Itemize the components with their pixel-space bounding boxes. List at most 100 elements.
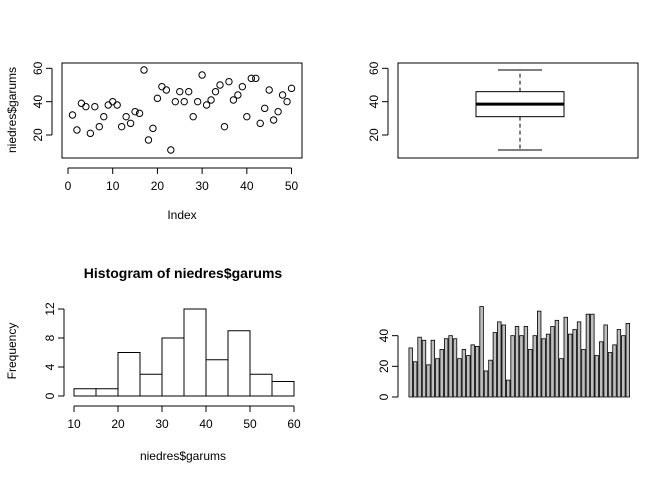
barplot-bar (514, 326, 520, 398)
barplot-bar (506, 379, 511, 398)
barplot-bar (563, 316, 568, 398)
histogram-bar (271, 381, 295, 397)
barplot-bar (430, 339, 436, 398)
barplot-y-tick-label: 20 (377, 359, 391, 373)
barplot-bars (408, 306, 630, 398)
histogram-x-tick-label: 20 (111, 417, 125, 431)
barplot-bar (421, 339, 427, 398)
barplot-bar (408, 347, 413, 398)
scatter-point (225, 77, 233, 86)
barplot-bar (528, 349, 533, 398)
barplot-y-tick-label: 40 (377, 329, 391, 343)
scatter-point (247, 74, 255, 83)
scatter-point (261, 104, 269, 113)
scatter-point (171, 97, 179, 106)
barplot-bar (435, 358, 440, 398)
barplot-y-tick-label: 0 (377, 393, 391, 400)
barplot-bar (443, 338, 449, 398)
barplot-bar (625, 322, 630, 398)
barplot-bar (568, 333, 573, 398)
barplot-bar (452, 338, 458, 398)
barplot-bar (603, 324, 608, 398)
scatter-x-tick-label: 20 (151, 179, 165, 193)
histogram-bar (183, 308, 207, 397)
barplot-bar (470, 344, 475, 398)
scatter-point (211, 87, 220, 96)
boxplot-y-tick-label: 20 (367, 128, 381, 142)
scatter-point (287, 84, 296, 93)
barplot-bar (461, 349, 467, 398)
barplot-bar (497, 321, 502, 398)
histogram-title: Histogram of niedres$garums (84, 265, 283, 281)
barplot-bar (581, 349, 586, 398)
scatter-point (243, 112, 251, 121)
scatter-point (149, 124, 157, 133)
barplot-bar (510, 335, 515, 398)
scatter-y-tick-label: 60 (31, 61, 45, 75)
histogram-bar (161, 337, 185, 397)
barplot-bar (439, 349, 444, 398)
histogram-y-tick-label: 4 (43, 363, 57, 370)
histogram-y-axis: 0 4 8 12 (43, 302, 65, 399)
barplot-bar (585, 313, 591, 398)
barplot-bar (616, 329, 622, 398)
scatter-point (73, 126, 81, 134)
scatter-point (104, 101, 112, 109)
barplot-bar (612, 344, 617, 398)
barplot-bar (545, 333, 551, 398)
histogram-bar (117, 352, 141, 397)
scatter-point (162, 86, 171, 94)
scatter-point (158, 82, 166, 91)
scatter-point (113, 101, 121, 109)
scatter-point (126, 119, 135, 128)
boxplot-y-tick-label: 40 (367, 95, 381, 109)
barplot-bar (576, 321, 582, 398)
histogram-y-tick-label: 12 (43, 302, 57, 316)
scatter-point (220, 122, 229, 131)
scatter-point (153, 94, 162, 103)
histogram-x-tick-label: 60 (287, 417, 301, 431)
scatter-point (140, 66, 148, 74)
histogram-x-tick-label: 40 (199, 417, 213, 431)
scatter-y-label: niedres$garums (5, 67, 19, 153)
histogram-bar (139, 373, 163, 397)
scatter-point (117, 122, 126, 131)
boxplot-frame (397, 62, 639, 159)
barplot-bar (466, 355, 471, 398)
histogram-x-tick-label: 50 (243, 417, 257, 431)
barplot-bar (417, 336, 422, 398)
histogram-x-label: niedres$garums (140, 449, 226, 463)
scatter-point (216, 81, 224, 89)
barplot-bar (599, 341, 604, 398)
boxplot-body (475, 69, 565, 151)
scatter-point (109, 97, 117, 106)
scatter-point (144, 136, 153, 144)
barplot-bar (412, 361, 418, 398)
scatter-x-tick-label: 40 (240, 179, 254, 193)
scatter-point (269, 116, 278, 124)
scatter-point (202, 101, 211, 109)
scatter-point (238, 82, 247, 91)
barplot-bar (621, 335, 626, 398)
scatter-y-axis: 20 40 60 (31, 61, 53, 142)
histogram-bar (227, 330, 251, 397)
scatter-x-label: Index (167, 208, 196, 222)
barplot-bar (607, 352, 613, 398)
barplot-bar (448, 335, 453, 398)
histogram-bar (73, 388, 97, 397)
scatter-point (283, 97, 291, 106)
scatter-y-tick-label: 40 (31, 95, 45, 109)
barplot-bar (426, 364, 431, 398)
histogram-y-label: Frequency (5, 323, 19, 380)
barplot-bar (590, 313, 595, 398)
scatter-point (229, 96, 238, 104)
scatter-point (131, 107, 139, 116)
scatter-plot: 20 40 60 0 10 20 30 40 50 Index niedres$garums (5, 61, 303, 222)
scatter-point (265, 86, 273, 94)
scatter-point (167, 146, 175, 154)
scatter-frame (61, 62, 303, 159)
scatter-point (91, 102, 99, 111)
scatter-x-tick-label: 0 (65, 179, 72, 193)
histogram: Histogram of niedres$garums 0 4 8 12 10 20 30… (5, 265, 301, 463)
